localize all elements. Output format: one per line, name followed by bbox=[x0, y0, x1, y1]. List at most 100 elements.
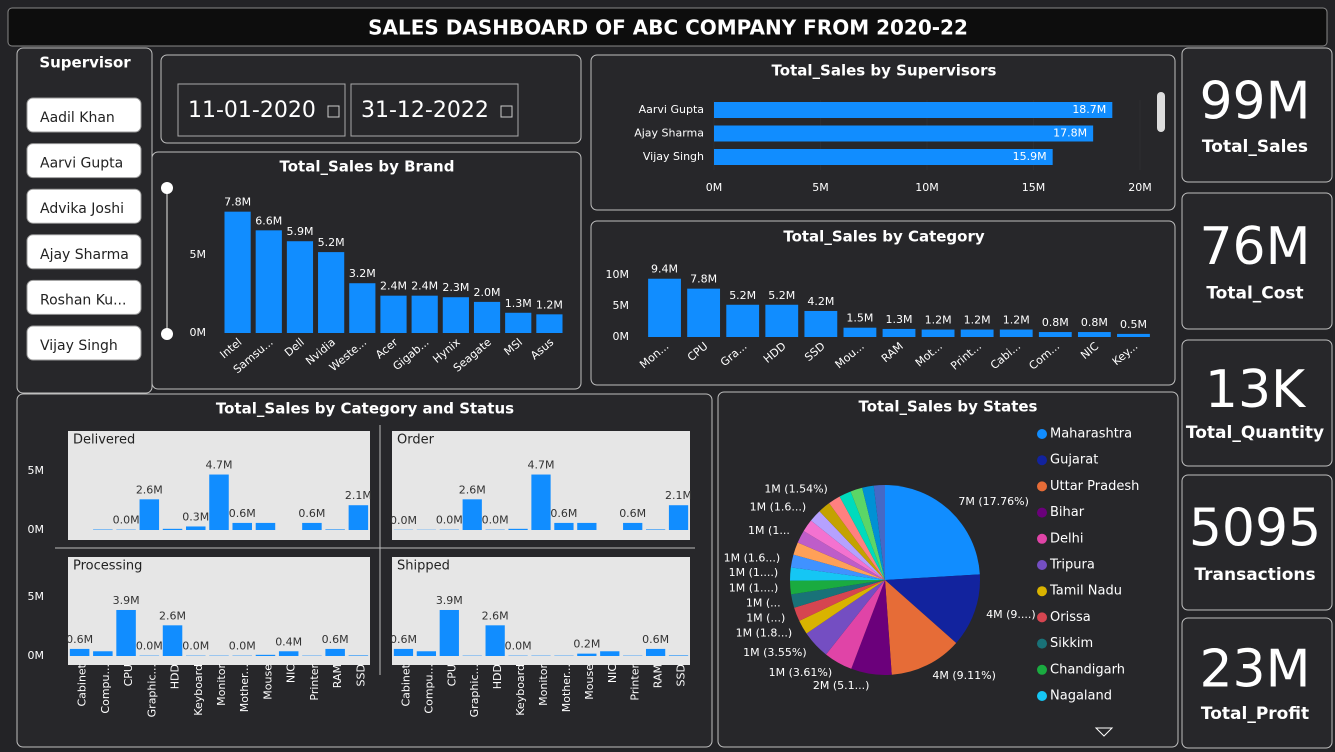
bar bbox=[462, 499, 482, 530]
legend-label[interactable]: Bihar bbox=[1050, 505, 1085, 520]
y-tick-label: 0M bbox=[28, 649, 45, 662]
data-label: 0.2M bbox=[573, 638, 600, 651]
bar bbox=[508, 528, 528, 530]
bar bbox=[473, 301, 501, 333]
kpi-label: Total_Cost bbox=[1206, 284, 1303, 304]
x-tick-label: RAM bbox=[652, 664, 665, 688]
legend-label[interactable]: Gujarat bbox=[1050, 453, 1098, 468]
slicer-item[interactable] bbox=[26, 143, 142, 179]
data-label: 0.0M bbox=[113, 514, 140, 527]
x-tick-label: Compu... bbox=[422, 664, 435, 714]
range-slider-handle[interactable] bbox=[161, 328, 173, 340]
data-label: 4.7M bbox=[528, 459, 555, 472]
data-label: 0.6M bbox=[390, 633, 417, 646]
calendar-icon[interactable] bbox=[327, 105, 340, 118]
scrollbar[interactable] bbox=[1157, 92, 1165, 132]
x-tick-label: Keyboard bbox=[192, 664, 205, 716]
bar bbox=[380, 295, 407, 333]
x-tick-label: Printer bbox=[629, 664, 642, 701]
data-label: 6.6M bbox=[255, 214, 282, 227]
bar bbox=[714, 102, 1113, 118]
x-tick-label: CPU bbox=[445, 664, 458, 686]
data-label: 1M (1.6...) bbox=[750, 501, 807, 514]
calendar-icon[interactable] bbox=[500, 105, 513, 118]
data-label: 0.5M bbox=[1120, 318, 1147, 331]
pie-slice bbox=[862, 485, 885, 580]
bar bbox=[960, 329, 994, 337]
legend-label[interactable]: Maharashtra bbox=[1050, 427, 1132, 442]
range-slider-handle[interactable] bbox=[161, 182, 173, 194]
legend-marker bbox=[1037, 481, 1047, 492]
x-tick-label: CPU bbox=[122, 664, 135, 686]
bar bbox=[116, 609, 136, 656]
legend-label[interactable]: Tamil Nadu bbox=[1049, 584, 1122, 599]
data-label: 1M (1... bbox=[748, 524, 790, 537]
bar bbox=[623, 522, 643, 530]
legend-marker bbox=[1037, 638, 1047, 649]
slicer-item[interactable] bbox=[26, 234, 142, 270]
kpi-value: 23M bbox=[1199, 640, 1310, 700]
data-label: 1.2M bbox=[964, 314, 991, 327]
pie-slice bbox=[794, 580, 885, 621]
pie-slice bbox=[839, 491, 885, 580]
data-label: 2.4M bbox=[411, 280, 438, 293]
y-tick-label: 0M bbox=[190, 326, 207, 339]
date-start-box[interactable] bbox=[177, 83, 346, 137]
bar bbox=[554, 522, 574, 530]
legend-label[interactable]: Chandigarh bbox=[1050, 662, 1125, 677]
data-label: 2.0M bbox=[474, 286, 501, 299]
date-end-box[interactable] bbox=[350, 83, 519, 137]
bar bbox=[921, 329, 955, 337]
pie-slice bbox=[851, 580, 892, 676]
legend-marker bbox=[1037, 455, 1047, 466]
bar bbox=[416, 651, 437, 656]
date-end: 31-12-2022 bbox=[361, 98, 489, 123]
legend-label[interactable]: Sikkim bbox=[1050, 636, 1093, 651]
bar bbox=[439, 609, 459, 656]
x-tick-label: Printer bbox=[308, 664, 321, 701]
x-tick-label: 20M bbox=[1128, 181, 1152, 194]
bar bbox=[505, 312, 532, 333]
legend-label[interactable]: Nagaland bbox=[1050, 689, 1112, 704]
pie-slice bbox=[873, 485, 885, 580]
data-label: 7M (17.76%) bbox=[958, 495, 1029, 508]
bar bbox=[882, 328, 916, 337]
category-panel bbox=[590, 220, 1176, 386]
data-label: 2.6M bbox=[136, 483, 163, 496]
data-label: 4.2M bbox=[807, 295, 834, 308]
legend-scroll-arrow[interactable] bbox=[1094, 727, 1114, 737]
x-tick-label: 5M bbox=[812, 181, 829, 194]
slicer-item[interactable] bbox=[26, 97, 142, 133]
bar bbox=[485, 625, 505, 656]
y-tick-label: Ajay Sharma bbox=[634, 127, 704, 140]
data-label: 7.8M bbox=[224, 196, 251, 209]
slicer-item[interactable] bbox=[26, 188, 142, 224]
data-label: 1M (1.8...) bbox=[736, 626, 793, 639]
y-tick-label: 5M bbox=[28, 590, 45, 603]
kpi-card bbox=[1181, 474, 1333, 611]
slicer-item[interactable] bbox=[26, 325, 142, 361]
kpi-card bbox=[1181, 47, 1333, 183]
legend-label[interactable]: Uttar Pradesh bbox=[1050, 479, 1139, 494]
bar bbox=[1117, 333, 1150, 337]
kpi-label: Total_Profit bbox=[1201, 704, 1309, 724]
pie-slice bbox=[790, 567, 885, 581]
data-label: 0.6M bbox=[66, 633, 93, 646]
legend-label[interactable]: Tripura bbox=[1049, 558, 1095, 573]
data-label: 0.6M bbox=[619, 507, 646, 520]
title-bar bbox=[7, 7, 1328, 47]
pie-slice bbox=[829, 496, 885, 580]
slicer-item[interactable] bbox=[26, 279, 142, 315]
slicer-item-label: Advika Joshi bbox=[40, 201, 124, 217]
slicer-item-label: Vijay Singh bbox=[40, 338, 118, 354]
bar bbox=[645, 529, 666, 530]
legend-marker bbox=[1037, 560, 1047, 570]
x-tick-label: 10M bbox=[915, 181, 939, 194]
legend-marker bbox=[1037, 507, 1047, 518]
y-tick-label: 5M bbox=[28, 464, 45, 477]
legend-label[interactable]: Delhi bbox=[1050, 531, 1083, 546]
data-label: 0.8M bbox=[1042, 316, 1069, 329]
legend-label[interactable]: Orissa bbox=[1050, 610, 1091, 625]
pie-slice bbox=[793, 542, 885, 580]
